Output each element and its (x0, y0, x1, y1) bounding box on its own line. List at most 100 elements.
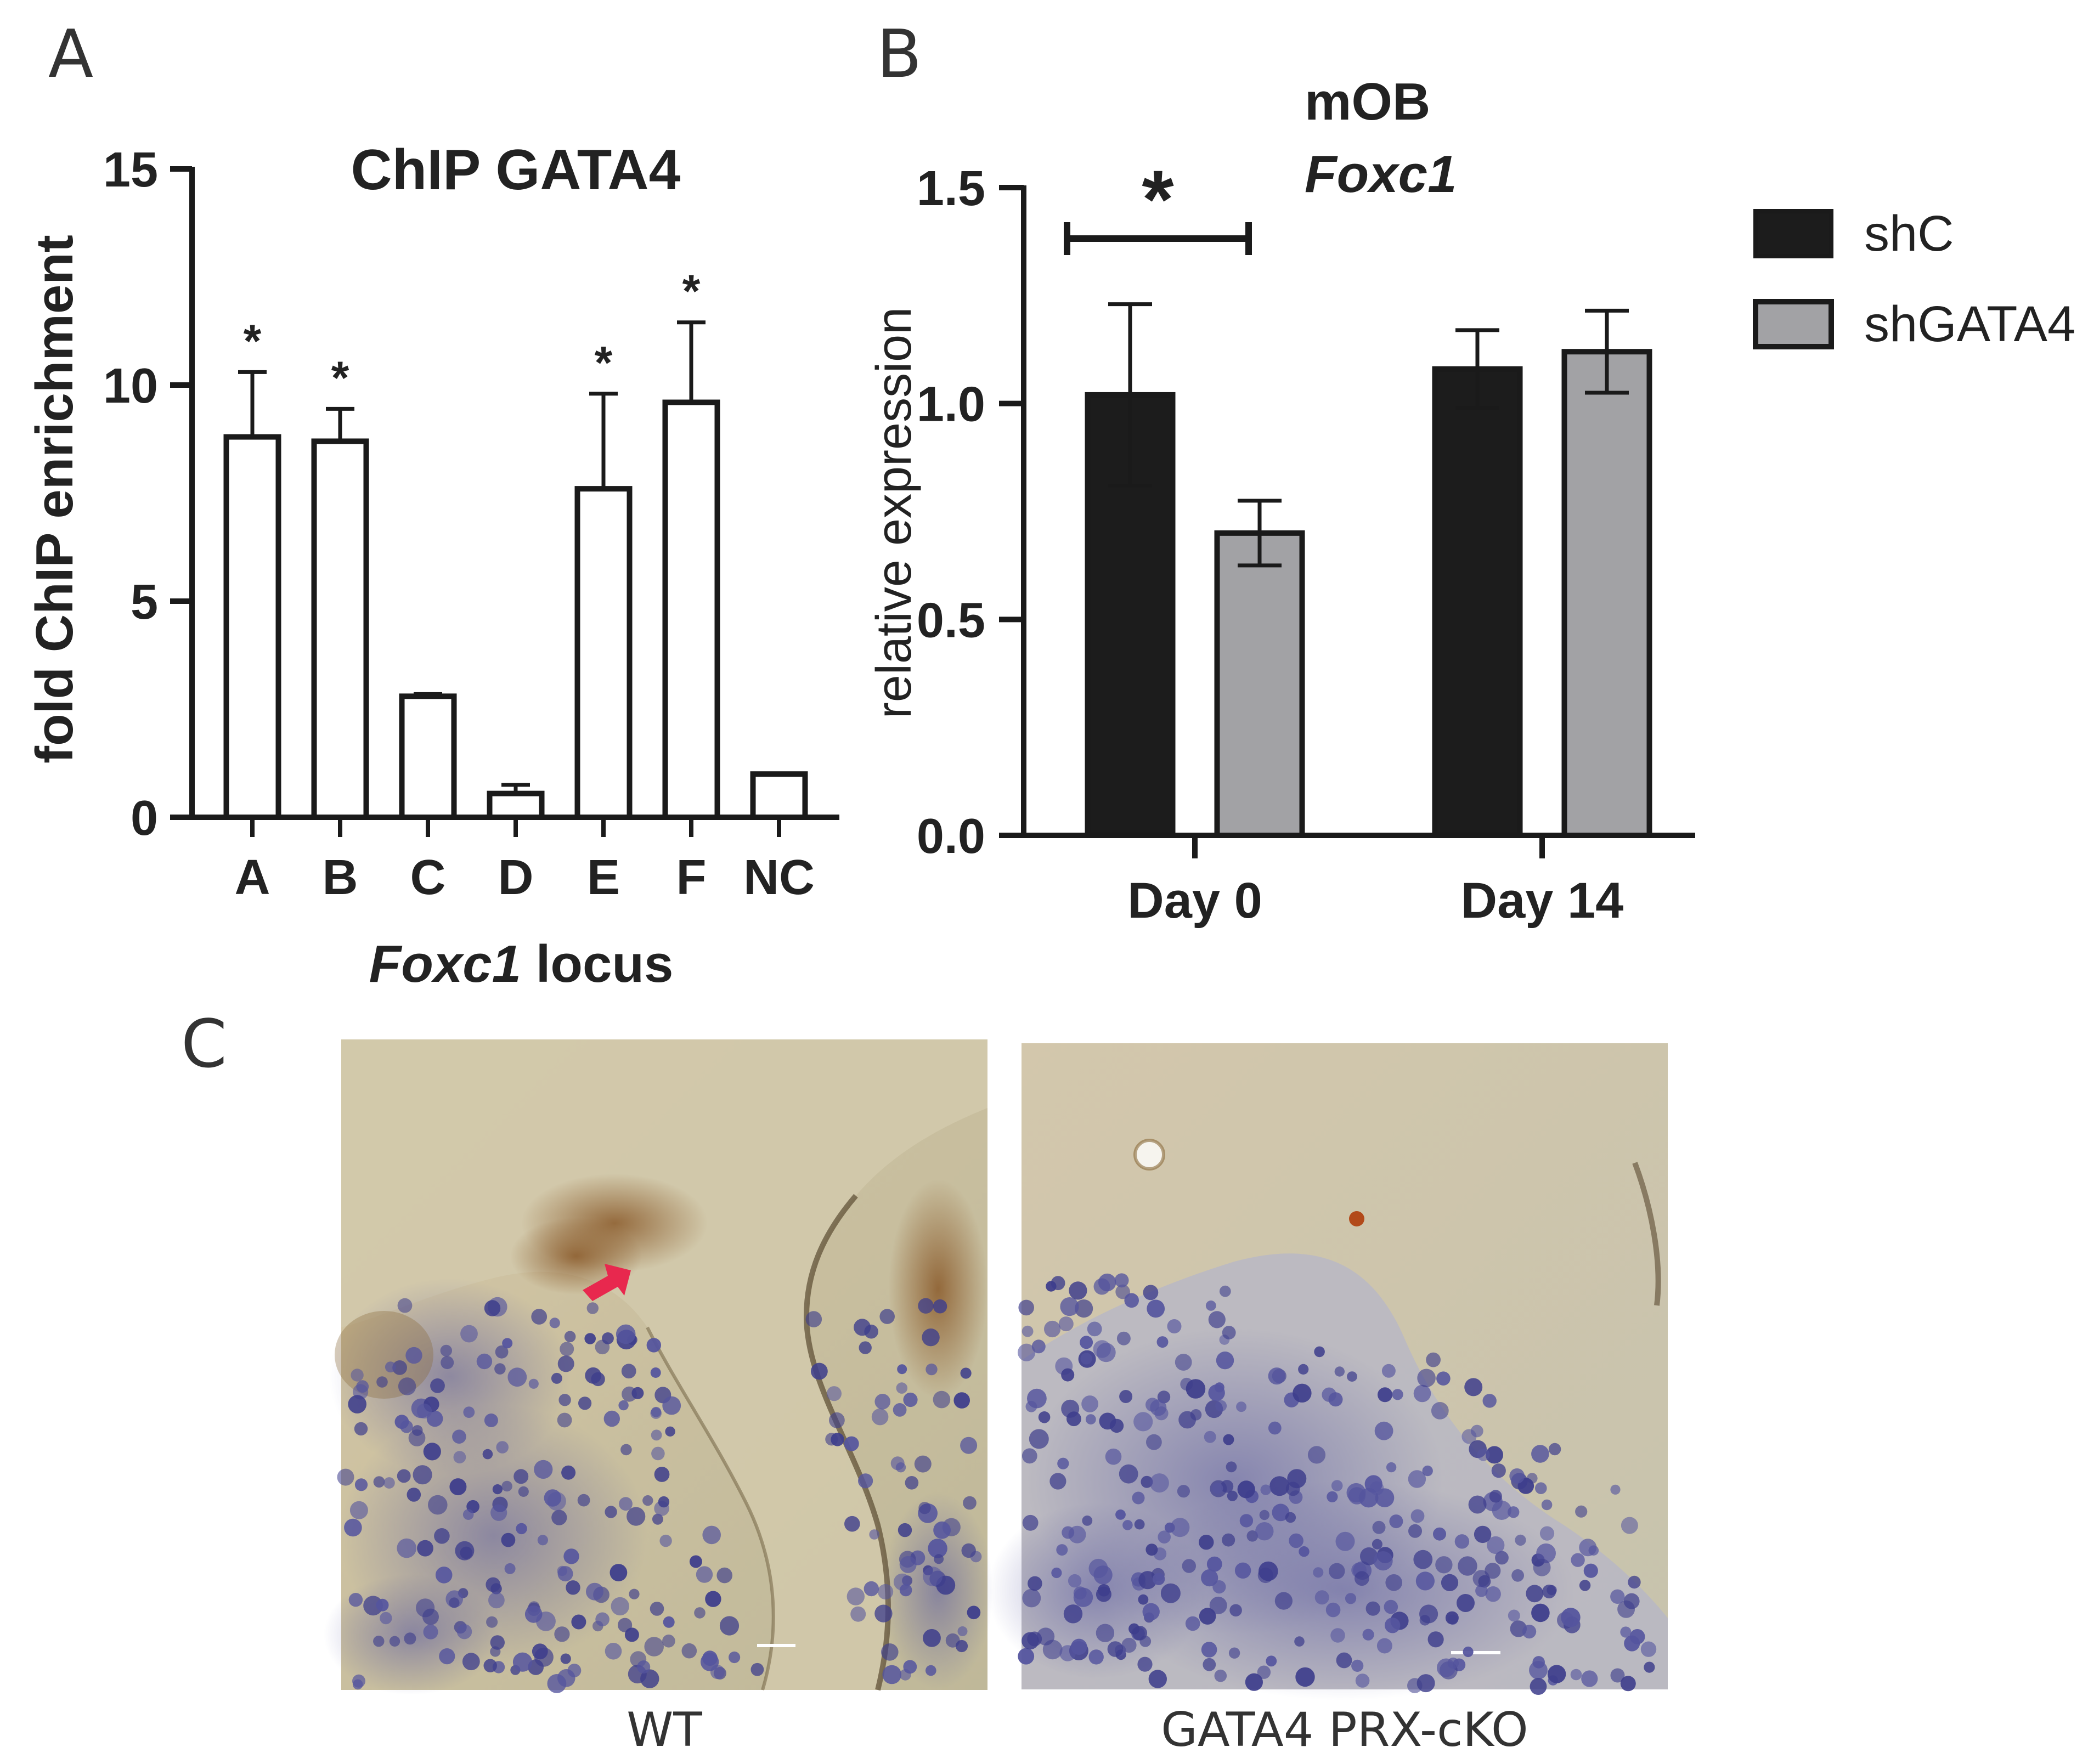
nucleus (858, 1473, 873, 1489)
chart-a: ChIP GATA4 fold ChIP enrichment Foxc1 lo… (25, 138, 839, 993)
nucleus (1274, 1592, 1293, 1610)
micrograph-label-cko: GATA4 PRX-cKO (1161, 1703, 1528, 1757)
nucleus (1571, 1553, 1585, 1567)
bar-A (223, 434, 281, 820)
nucleus (1610, 1589, 1625, 1604)
nucleus (627, 1507, 646, 1526)
nucleus (385, 1361, 396, 1373)
y-tick-label-2: 10 (103, 359, 158, 414)
nucleus (1203, 1658, 1216, 1671)
nucleus (354, 1478, 368, 1491)
nucleus (923, 1567, 943, 1586)
nucleus (452, 1429, 466, 1444)
nucleus (516, 1523, 527, 1535)
nucleus (376, 1376, 388, 1388)
nucleus (449, 1597, 460, 1608)
nucleus (665, 1426, 675, 1437)
nucleus (651, 1429, 662, 1441)
chart-b-title-line1: mOB (1305, 72, 1430, 131)
nucleus (905, 1476, 919, 1490)
nucleus (1407, 1678, 1423, 1693)
nucleus (352, 1679, 363, 1690)
nucleus (1457, 1594, 1475, 1612)
nucleus (1119, 1464, 1138, 1484)
nucleus (1372, 1539, 1382, 1550)
legend: shC shGATA4 (1753, 206, 2075, 352)
nucleus (1433, 1527, 1446, 1541)
nucleus (1088, 1649, 1104, 1665)
nucleus (644, 1637, 664, 1656)
nucleus (1581, 1670, 1598, 1687)
nucleus (356, 1380, 369, 1393)
y-tick-label-1: 0.5 (917, 593, 985, 648)
nucleus (1620, 1676, 1636, 1692)
nucleus (1385, 1618, 1401, 1633)
nucleus (945, 1633, 960, 1648)
nucleus (351, 1369, 364, 1382)
nucleus (476, 1353, 493, 1370)
nucleus (1115, 1509, 1126, 1520)
nucleus (629, 1588, 640, 1599)
nucleus (1056, 1544, 1068, 1556)
nucleus (651, 1446, 665, 1461)
nucleus (826, 1386, 842, 1401)
nucleus (434, 1528, 450, 1544)
nucleus (659, 1534, 672, 1547)
significance-B: * (331, 352, 349, 403)
nucleus (380, 1612, 392, 1625)
nucleus (441, 1356, 454, 1370)
nucleus (563, 1548, 579, 1564)
nucleus (1068, 1525, 1086, 1544)
nucleus (595, 1612, 610, 1627)
nucleus (1621, 1517, 1638, 1534)
nucleus (1268, 1421, 1282, 1435)
nucleus (1208, 1311, 1226, 1328)
nucleus (492, 1484, 503, 1495)
nucleus (1314, 1346, 1325, 1358)
nucleus (397, 1538, 416, 1558)
nucleus (1413, 1550, 1433, 1569)
nucleus (397, 1469, 411, 1483)
nucleus (460, 1546, 473, 1559)
legend-swatch-shGATA4 (1753, 299, 1834, 349)
nucleus (1109, 1418, 1124, 1433)
nucleus (1156, 1336, 1169, 1348)
nucleus (1272, 1503, 1290, 1522)
chart-b: mOB Foxc1 relative expression 0.0 0.5 1.0 1… (867, 72, 2075, 929)
nucleus (462, 1653, 480, 1671)
nucleus (1063, 1604, 1083, 1624)
nucleus (1331, 1480, 1343, 1491)
nucleus (1139, 1636, 1152, 1647)
nucleus (1246, 1530, 1259, 1542)
nucleus (933, 1521, 951, 1539)
nucleus (869, 1529, 879, 1540)
nucleus (490, 1504, 507, 1521)
nucleus (1531, 1603, 1550, 1622)
nucleus (1372, 1520, 1386, 1534)
nucleus (1124, 1293, 1139, 1308)
nucleus (705, 1591, 721, 1607)
nucleus (650, 1407, 662, 1419)
nucleus (460, 1325, 478, 1343)
nucleus (1355, 1571, 1369, 1586)
nucleus (449, 1478, 467, 1496)
nucleus (1336, 1652, 1352, 1669)
nucleus (1069, 1281, 1087, 1300)
significance-E: * (595, 337, 613, 388)
nuclei-left (337, 1297, 982, 1693)
nucleus (1212, 1580, 1226, 1594)
nucleus (1239, 1514, 1254, 1528)
nucleus (619, 1497, 633, 1511)
panel-letter-b: B (877, 16, 922, 93)
nucleus (1044, 1320, 1061, 1338)
nucleus (1227, 1490, 1238, 1501)
nucleus (914, 1455, 932, 1473)
chart-a-ylabel: fold ChIP enrichment (25, 235, 84, 764)
nucleus (621, 1364, 636, 1379)
nucleus (1018, 1299, 1034, 1316)
nucleus (423, 1443, 441, 1461)
nucleus (1386, 1462, 1397, 1473)
x-tick-label-C: C (410, 850, 446, 905)
x-tick-label-D: D (498, 850, 534, 905)
nucleus (1464, 1378, 1483, 1396)
